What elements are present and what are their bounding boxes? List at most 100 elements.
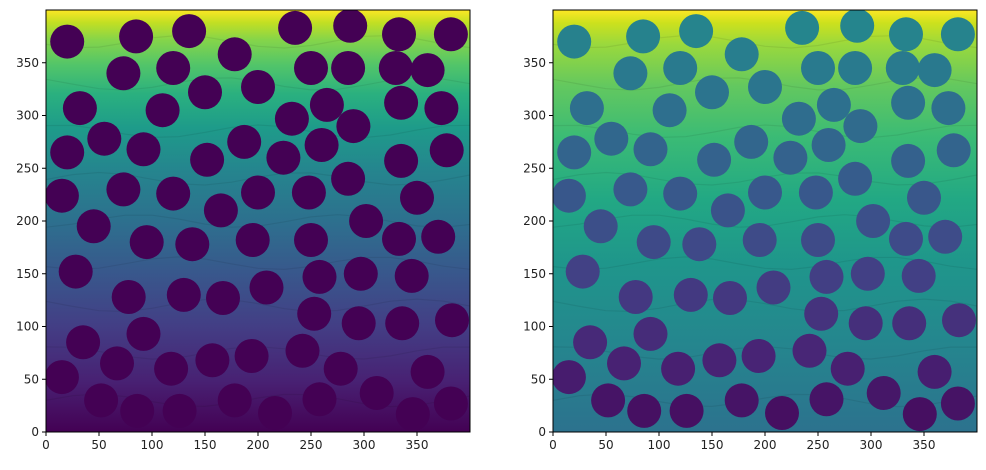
region-circle	[349, 204, 384, 238]
region-circle	[126, 132, 161, 167]
region-circle	[613, 172, 648, 207]
region-circle	[429, 133, 464, 168]
region-circle	[175, 227, 210, 262]
plot-area	[553, 10, 977, 432]
region-circle	[359, 376, 394, 410]
region-circle	[907, 180, 941, 215]
region-circle	[76, 209, 111, 244]
y-tick-label: 200	[16, 214, 39, 228]
x-tick-label: 150	[194, 438, 217, 452]
region-circle	[156, 51, 191, 85]
region-circle	[713, 281, 747, 315]
region-circle	[594, 121, 629, 156]
region-circle	[382, 17, 416, 52]
region-circle	[618, 280, 653, 314]
region-circle	[323, 351, 358, 386]
region-circle	[557, 135, 592, 170]
region-circle	[697, 142, 732, 177]
region-circle	[302, 382, 337, 417]
region-circle	[274, 101, 309, 136]
region-circle	[195, 343, 230, 378]
region-circle	[682, 227, 717, 262]
region-circle	[433, 17, 468, 52]
region-circle	[804, 296, 839, 331]
region-circle	[756, 270, 791, 305]
region-circle	[285, 333, 320, 368]
y-tick-label: 300	[523, 109, 546, 123]
region-circle	[410, 354, 445, 389]
region-circle	[792, 333, 827, 368]
region-circle	[633, 316, 668, 351]
region-circle	[241, 70, 275, 104]
region-circle	[106, 172, 141, 207]
region-circle	[613, 56, 648, 91]
region-circle	[385, 306, 420, 341]
region-circle	[557, 24, 592, 59]
x-tick-label: 50	[598, 438, 613, 452]
cell-boundary	[553, 298, 977, 313]
y-tick-label: 200	[523, 214, 546, 228]
region-circle	[741, 339, 776, 373]
region-circle	[928, 219, 963, 254]
region-circle	[156, 176, 191, 211]
y-tick-label: 100	[16, 320, 39, 334]
y-tick-label: 350	[16, 56, 39, 70]
left-heatmap-panel: 0 50 100 150 200 250 300 350 0 50 100 150 200 250 300 3…	[16, 9, 471, 452]
region-circle	[172, 14, 207, 49]
region-circle	[433, 386, 468, 421]
x-tick-label: 100	[648, 438, 671, 452]
region-circle	[424, 91, 459, 126]
region-circle	[331, 51, 366, 85]
x-tick-label: 150	[701, 438, 724, 452]
region-circle	[702, 343, 737, 378]
x-tick-label: 50	[91, 438, 106, 452]
region-circle	[206, 281, 240, 315]
region-circle	[410, 53, 445, 88]
region-circle	[62, 91, 97, 126]
region-circle	[811, 128, 846, 162]
region-circle	[798, 175, 833, 210]
region-circle	[734, 124, 769, 159]
region-circle	[241, 175, 275, 210]
region-circle	[663, 51, 698, 85]
region-circle	[866, 376, 901, 410]
cell-boundary	[46, 256, 470, 271]
y-tick-label: 250	[16, 161, 39, 175]
x-tick-label: 200	[247, 438, 270, 452]
region-circle	[936, 133, 971, 168]
y-tick-label: 100	[523, 320, 546, 334]
region-circle	[942, 303, 976, 338]
region-circle	[382, 221, 416, 256]
region-circle	[58, 254, 93, 289]
region-circle	[891, 143, 926, 178]
region-circle	[565, 254, 600, 289]
region-circle	[917, 354, 952, 389]
region-circle	[188, 75, 222, 110]
region-circle	[294, 223, 328, 257]
region-circle	[309, 87, 344, 122]
x-tick-label: 300	[860, 438, 883, 452]
region-circle	[889, 221, 923, 256]
region-circle	[626, 19, 661, 54]
region-circle	[901, 258, 936, 293]
region-circle	[50, 135, 85, 170]
region-circle	[663, 176, 698, 211]
region-circle	[892, 306, 927, 341]
region-circle	[227, 124, 262, 159]
region-circle	[773, 140, 808, 175]
region-circle	[569, 91, 604, 126]
region-circle	[435, 303, 469, 338]
x-tick-label: 250	[807, 438, 830, 452]
region-circle	[66, 325, 101, 360]
x-tick-label: 0	[549, 438, 557, 452]
y-tick-label: 0	[538, 425, 546, 439]
region-circle	[724, 37, 759, 72]
region-circle	[258, 396, 292, 430]
region-circle	[343, 256, 378, 291]
region-circle	[627, 393, 662, 428]
region-circle	[234, 339, 269, 373]
region-circle	[765, 396, 799, 430]
region-circle	[217, 37, 252, 72]
region-circle	[661, 351, 696, 386]
